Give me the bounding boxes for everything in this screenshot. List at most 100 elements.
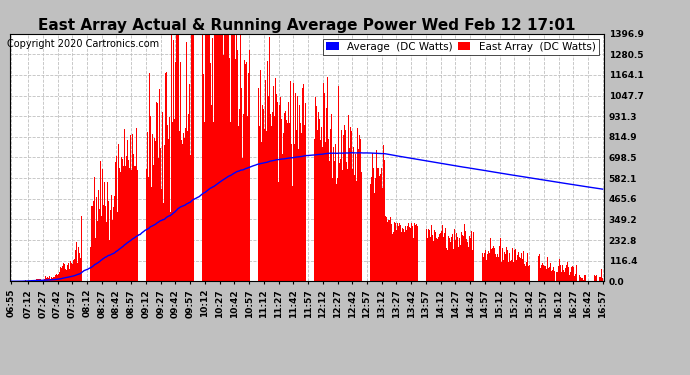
Bar	[211, 105, 212, 281]
Bar	[78, 247, 79, 281]
Bar	[343, 135, 344, 281]
Bar	[582, 280, 584, 281]
Bar	[502, 248, 503, 281]
Bar	[118, 144, 119, 281]
Bar	[378, 168, 380, 281]
Bar	[237, 50, 238, 281]
Bar	[284, 113, 285, 281]
Bar	[28, 279, 30, 281]
Bar	[324, 93, 325, 281]
Bar	[533, 251, 535, 281]
Bar	[363, 177, 364, 281]
Bar	[384, 160, 385, 281]
Bar	[151, 187, 152, 281]
Bar	[405, 226, 406, 281]
Bar	[419, 235, 420, 281]
Bar	[204, 122, 206, 281]
Bar	[197, 96, 199, 281]
Bar	[486, 260, 487, 281]
Bar	[503, 260, 504, 281]
Bar	[157, 103, 158, 281]
Bar	[86, 243, 88, 281]
Bar	[506, 247, 507, 281]
Bar	[90, 247, 91, 281]
Bar	[494, 248, 495, 281]
Bar	[408, 227, 410, 281]
Bar	[584, 274, 586, 281]
Bar	[545, 266, 546, 281]
Bar	[354, 175, 355, 281]
Bar	[60, 267, 61, 281]
Bar	[475, 247, 477, 281]
Bar	[184, 138, 185, 281]
Bar	[382, 188, 383, 281]
Bar	[451, 237, 452, 281]
Bar	[74, 259, 75, 281]
Bar	[250, 37, 251, 281]
Bar	[298, 149, 299, 281]
Bar	[262, 105, 264, 281]
Bar	[530, 256, 531, 281]
Bar	[516, 260, 517, 281]
Bar	[177, 34, 178, 281]
Bar	[185, 128, 186, 281]
Bar	[114, 196, 115, 281]
Bar	[435, 232, 436, 281]
Bar	[274, 116, 275, 281]
Bar	[155, 141, 156, 281]
Bar	[547, 257, 548, 281]
Bar	[350, 127, 351, 281]
Bar	[101, 216, 102, 281]
Bar	[215, 34, 216, 281]
Bar	[353, 147, 354, 281]
Bar	[235, 59, 236, 281]
Bar	[158, 158, 159, 281]
Bar	[240, 34, 241, 281]
Bar	[109, 240, 110, 281]
Bar	[387, 222, 388, 281]
Bar	[391, 224, 392, 281]
Bar	[196, 107, 197, 281]
Bar	[227, 34, 228, 281]
Bar	[303, 84, 304, 281]
Bar	[276, 94, 277, 281]
Bar	[390, 217, 391, 281]
Bar	[229, 58, 230, 281]
Bar	[148, 177, 149, 281]
Bar	[165, 73, 166, 281]
Bar	[51, 276, 52, 281]
Bar	[178, 34, 179, 281]
Bar	[366, 142, 367, 281]
Bar	[217, 34, 218, 281]
Bar	[428, 230, 429, 281]
Bar	[438, 237, 439, 281]
Bar	[88, 222, 90, 281]
Bar	[183, 133, 184, 281]
Bar	[288, 102, 289, 281]
Bar	[245, 64, 246, 281]
Bar	[455, 240, 456, 281]
Bar	[267, 62, 268, 281]
Bar	[67, 266, 68, 281]
Bar	[71, 263, 72, 281]
Bar	[563, 270, 564, 281]
Bar	[400, 225, 401, 281]
Bar	[279, 105, 280, 281]
Bar	[76, 242, 77, 281]
Bar	[247, 116, 248, 281]
Bar	[52, 278, 53, 281]
Bar	[332, 178, 333, 281]
Bar	[171, 34, 172, 281]
Bar	[393, 232, 394, 281]
Bar	[595, 276, 596, 281]
Bar	[484, 253, 485, 281]
Bar	[459, 238, 460, 281]
Bar	[401, 232, 402, 281]
Bar	[320, 140, 322, 281]
Bar	[273, 86, 274, 281]
Bar	[100, 161, 101, 281]
Bar	[389, 220, 390, 281]
Bar	[50, 279, 51, 281]
Bar	[426, 229, 427, 281]
Bar	[27, 280, 28, 281]
